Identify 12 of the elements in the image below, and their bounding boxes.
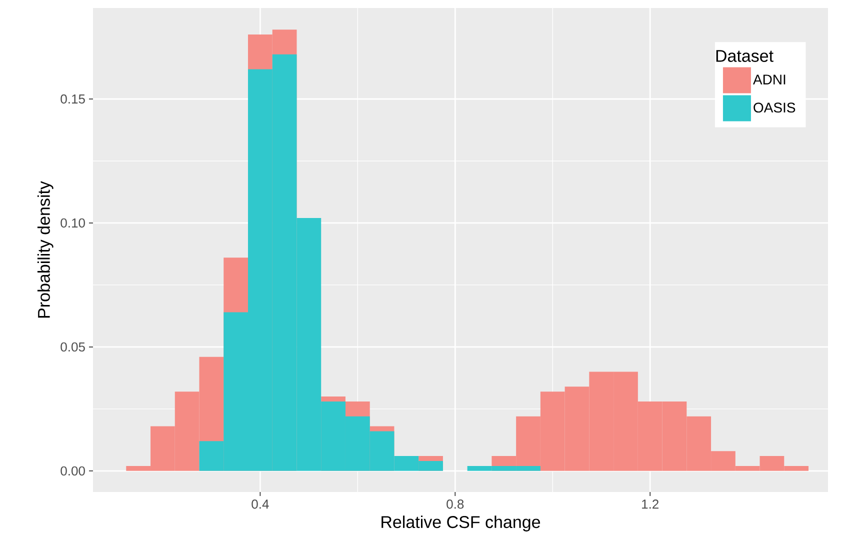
x-axis-title: Relative CSF change (382, 516, 540, 532)
y-axis-title: Probability density (37, 181, 54, 318)
x-tick-label: 0.8 (446, 500, 464, 509)
legend-label: OASIS (754, 102, 796, 113)
x-tick-label: 0.4 (252, 500, 269, 509)
y-tick-label: 0.05 (60, 342, 85, 352)
x-tick-label: 1.2 (642, 500, 658, 509)
y-tick-label: 0.00 (60, 466, 85, 476)
y-tick-label: 0.15 (60, 94, 85, 104)
legend-label: ADNI (752, 74, 786, 84)
y-tick-label: 0.10 (60, 218, 85, 228)
legend-title: Dataset (716, 50, 774, 62)
